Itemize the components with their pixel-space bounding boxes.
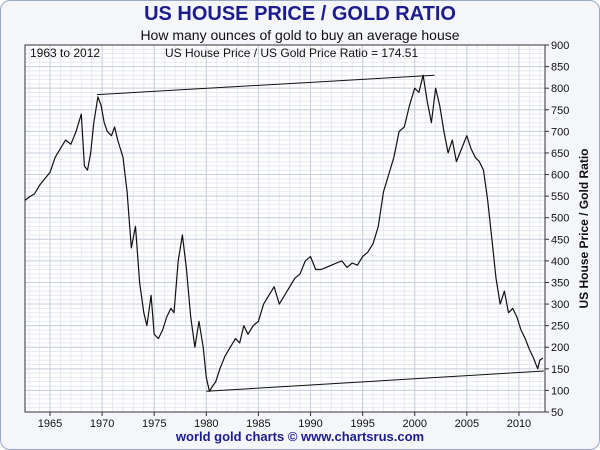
- y-tick-label: 100: [551, 385, 569, 397]
- y-tick-label: 350: [551, 277, 569, 289]
- x-tick-label: 1990: [298, 418, 322, 430]
- y-tick-label: 300: [551, 299, 569, 311]
- y-tick-label: 250: [551, 321, 569, 333]
- chart-footer: world gold charts © www.chartsrus.com: [175, 429, 425, 444]
- y-tick-label: 150: [551, 364, 569, 376]
- y-tick-label: 50: [551, 407, 563, 419]
- x-tick-label: 1995: [350, 418, 374, 430]
- y-tick-label: 400: [551, 256, 569, 268]
- date-range-label: 1963 to 2012: [30, 46, 100, 60]
- x-tick-label: 1970: [90, 418, 114, 430]
- x-tick-label: 1965: [38, 418, 62, 430]
- x-tick-label: 1980: [194, 418, 218, 430]
- y-tick-label: 750: [551, 105, 569, 117]
- y-tick-label: 700: [551, 126, 569, 138]
- y-tick-label: 550: [551, 191, 569, 203]
- current-value-label: US House Price / US Gold Price Ratio = 1…: [165, 46, 418, 60]
- x-tick-label: 1975: [142, 418, 166, 430]
- y-tick-label: 450: [551, 234, 569, 246]
- x-tick-label: 2000: [402, 418, 426, 430]
- x-tick-label: 1985: [246, 418, 270, 430]
- plot-background: [25, 45, 545, 412]
- chart-subtitle: How many ounces of gold to buy an averag…: [140, 27, 460, 43]
- plot-border: [24, 44, 546, 413]
- trendline: [206, 370, 544, 392]
- y-tick-label: 500: [551, 213, 569, 225]
- y-tick-label: 200: [551, 342, 569, 354]
- x-tick-label: 2010: [507, 418, 531, 430]
- x-tick-label: 2005: [455, 418, 479, 430]
- y-axis-label: US House Price / Gold Ratio: [577, 148, 591, 308]
- y-tick-label: 600: [551, 170, 569, 182]
- y-tick-label: 650: [551, 148, 569, 160]
- y-tick-label: 850: [551, 62, 569, 74]
- y-tick-label: 900: [551, 40, 569, 52]
- trendline: [96, 74, 435, 96]
- chart-title: US HOUSE PRICE / GOLD RATIO: [144, 3, 456, 25]
- y-tick-label: 800: [551, 83, 569, 95]
- series-line: [24, 74, 544, 392]
